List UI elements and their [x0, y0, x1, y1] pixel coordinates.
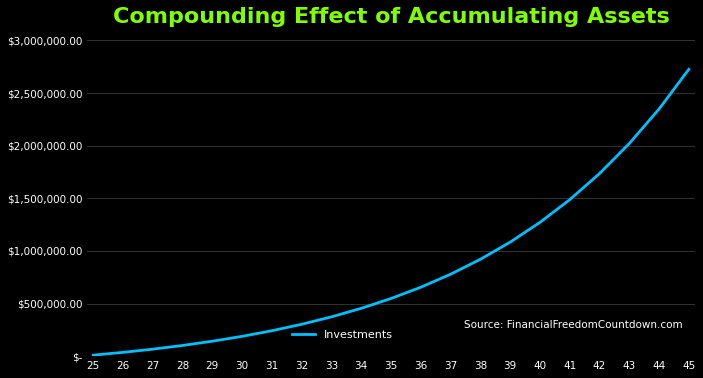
Investments: [387, 296, 395, 301]
Investments: [148, 347, 157, 352]
Investments: [536, 220, 544, 225]
Investments: [476, 257, 484, 262]
Investments: [208, 339, 217, 344]
Title: Compounding Effect of Accumulating Assets: Compounding Effect of Accumulating Asset…: [112, 7, 669, 27]
Investments: [89, 353, 98, 358]
Investments: [506, 240, 515, 245]
Investments: [625, 141, 633, 146]
Investments: [565, 197, 574, 202]
Investments: [238, 334, 246, 339]
Investments: [446, 272, 455, 276]
Investments: [119, 350, 127, 355]
Line: Investments: Investments: [93, 69, 689, 355]
Investments: [297, 322, 306, 327]
Investments: [417, 285, 425, 290]
Text: Source: FinancialFreedomCountdown.com: Source: FinancialFreedomCountdown.com: [464, 321, 683, 330]
Investments: [268, 328, 276, 333]
Investments: [654, 107, 663, 111]
Investments: [685, 67, 693, 71]
Investments: [595, 171, 604, 176]
Investments: [357, 306, 366, 311]
Investments: [328, 314, 336, 319]
Legend: Investments: Investments: [288, 325, 397, 344]
Investments: [179, 343, 187, 348]
